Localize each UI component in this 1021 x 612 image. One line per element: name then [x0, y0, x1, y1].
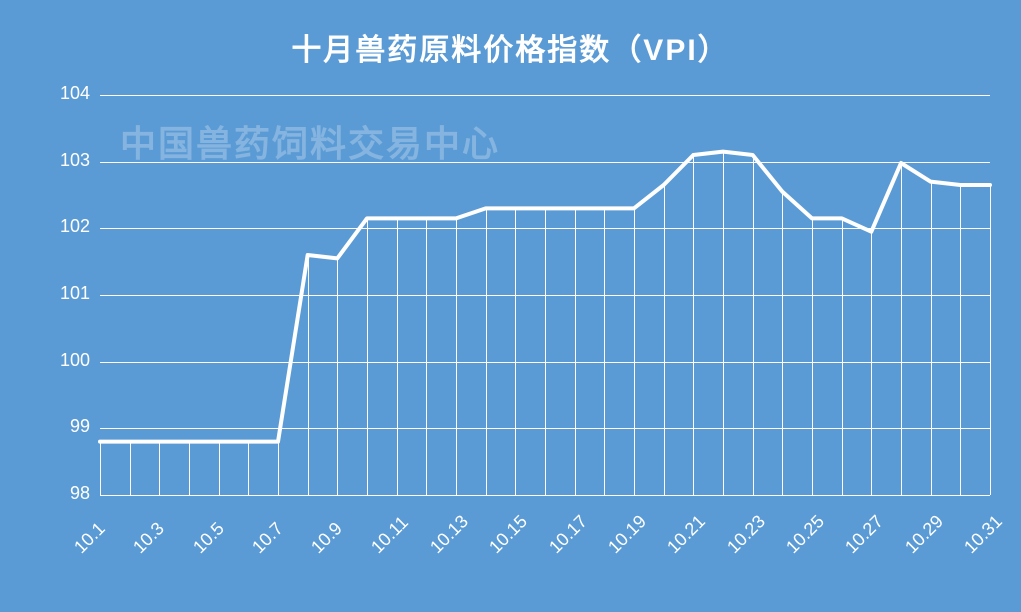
drop-line: [486, 208, 487, 495]
drop-line: [723, 152, 724, 495]
drop-line: [278, 442, 279, 495]
drop-line: [219, 442, 220, 495]
x-axis-label: 10.29: [901, 511, 948, 558]
drop-line: [515, 208, 516, 495]
drop-line: [812, 218, 813, 495]
drop-line: [901, 163, 902, 495]
drop-line: [931, 182, 932, 495]
drop-line: [990, 185, 991, 495]
gridline: [100, 162, 990, 163]
drop-line: [753, 155, 754, 495]
x-axis-label: 10.17: [545, 511, 592, 558]
y-axis-label: 101: [45, 283, 90, 304]
x-axis-label: 10.7: [248, 518, 288, 558]
drop-line: [308, 255, 309, 495]
y-axis-label: 99: [45, 416, 90, 437]
drop-line: [189, 442, 190, 495]
drop-line: [248, 442, 249, 495]
drop-line: [604, 208, 605, 495]
drop-line: [960, 185, 961, 495]
x-axis-label: 10.25: [782, 511, 829, 558]
drop-line: [634, 208, 635, 495]
gridline: [100, 95, 990, 96]
x-axis-label: 10.1: [70, 518, 110, 558]
x-axis-label: 10.19: [604, 511, 651, 558]
drop-line: [159, 442, 160, 495]
drop-line: [842, 218, 843, 495]
drop-line: [575, 208, 576, 495]
y-axis-label: 104: [45, 83, 90, 104]
y-axis-label: 102: [45, 216, 90, 237]
x-axis-label: 10.5: [189, 518, 229, 558]
drop-line: [100, 442, 101, 495]
drop-line: [397, 218, 398, 495]
x-axis-label: 10.11: [367, 512, 413, 558]
drop-line: [367, 218, 368, 495]
y-axis-label: 98: [45, 483, 90, 504]
drop-line: [693, 155, 694, 495]
gridline: [100, 495, 990, 496]
x-axis-label: 10.15: [485, 511, 532, 558]
drop-line: [871, 232, 872, 495]
drop-line: [545, 208, 546, 495]
drop-line: [337, 258, 338, 495]
chart-container: 十月兽药原料价格指数（VPI） 中国兽药饲料交易中心 9899100101102…: [0, 0, 1021, 612]
y-axis-label: 100: [45, 350, 90, 371]
x-axis-label: 10.31: [960, 511, 1007, 558]
drop-line: [130, 442, 131, 495]
drop-line: [456, 218, 457, 495]
x-axis-label: 10.13: [426, 511, 473, 558]
x-axis-label: 10.27: [841, 511, 888, 558]
x-axis-label: 10.21: [663, 511, 710, 558]
x-axis-label: 10.9: [307, 518, 347, 558]
drop-line: [664, 185, 665, 495]
x-axis-label: 10.3: [129, 518, 169, 558]
chart-title: 十月兽药原料价格指数（VPI）: [0, 25, 1021, 69]
drop-line: [782, 192, 783, 495]
x-axis-label: 10.23: [723, 511, 770, 558]
plot-area: [100, 95, 990, 495]
y-axis-label: 103: [45, 150, 90, 171]
drop-line: [426, 218, 427, 495]
